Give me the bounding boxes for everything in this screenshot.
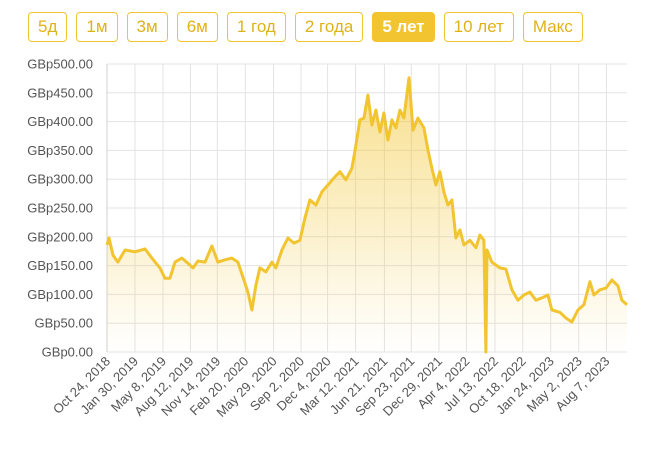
y-tick-label: GBp350.00 — [27, 143, 93, 158]
y-tick-label: GBp0.00 — [42, 345, 93, 360]
y-tick-label: GBp400.00 — [27, 114, 93, 129]
range-button[interactable]: 2 года — [294, 12, 364, 42]
range-button[interactable]: 3м — [126, 12, 168, 42]
price-line — [105, 76, 629, 354]
y-tick-label: GBp450.00 — [27, 85, 93, 100]
range-button[interactable]: 1 год — [226, 12, 286, 42]
range-button[interactable]: Макс — [522, 12, 583, 42]
range-button[interactable]: 5 лет — [372, 12, 435, 42]
range-button[interactable]: 10 лет — [443, 12, 514, 42]
range-button[interactable]: 6м — [176, 12, 218, 42]
y-tick-label: GBp100.00 — [27, 287, 93, 302]
area-fill — [107, 77, 627, 353]
y-tick-label: GBp300.00 — [27, 172, 93, 187]
y-tick-label: GBp250.00 — [27, 201, 93, 216]
range-selector: 5д 1м 3м 6м 1 год 2 года 5 лет 10 лет Макс — [28, 12, 583, 42]
y-tick-label: GBp500.00 — [27, 57, 93, 72]
y-tick-label: GBp150.00 — [27, 258, 93, 273]
range-button[interactable]: 5д — [28, 12, 68, 42]
y-tick-label: GBp50.00 — [34, 316, 93, 331]
y-tick-label: GBp200.00 — [27, 229, 93, 244]
range-button[interactable]: 1м — [76, 12, 118, 42]
